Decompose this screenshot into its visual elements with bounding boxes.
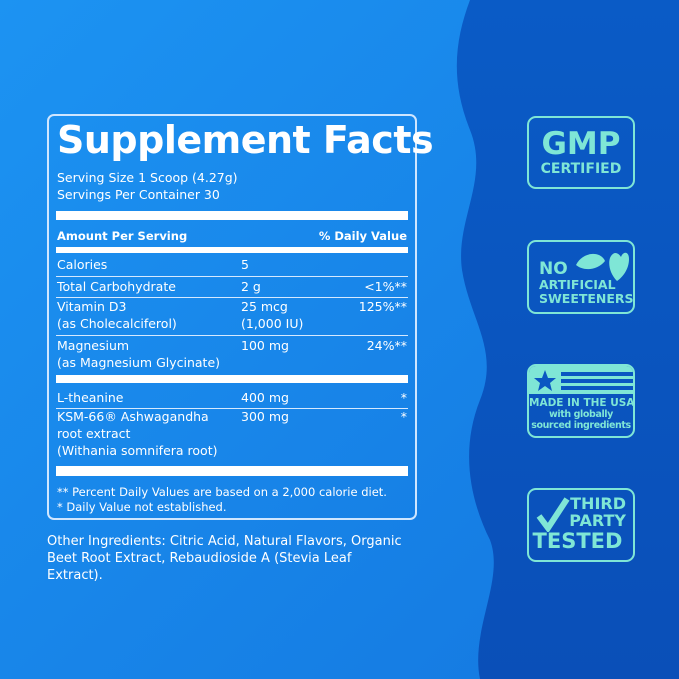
made-in-usa-badge: MADE IN THE USA with globally sourced in… [527, 364, 635, 438]
supplement-facts-panel: Supplement Facts Serving Size 1 Scoop (4… [47, 114, 434, 520]
third-text: THIRD [570, 494, 626, 513]
nutrient-amount-iu: (1,000 IU) [241, 316, 304, 331]
nutrient-dv: 125%** [358, 299, 407, 314]
nutrient-name: Magnesium [57, 338, 130, 353]
nutrient-dv: * [400, 390, 407, 405]
nutrient-name: KSM-66® Ashwagandha [57, 409, 209, 424]
servings-per-container: Servings Per Container 30 [57, 187, 220, 202]
nutrient-name: L-theanine [57, 390, 124, 405]
nutrient-name: Vitamin D3 [57, 299, 127, 314]
nutrient-source: (Withania somnifera root) [57, 443, 218, 458]
nutrient-amount: 100 mg [241, 338, 289, 353]
footnote-dv: ** Percent Daily Values are based on a 2… [57, 485, 387, 499]
table-header: Amount Per Serving % Daily Value [57, 229, 407, 243]
nutrient-amount: 400 mg [241, 390, 289, 405]
panel-title: Supplement Facts [57, 118, 434, 162]
nutrient-form: (as Magnesium Glycinate) [57, 355, 221, 370]
nutrient-name: Calories [57, 257, 108, 272]
nutrient-name: Total Carbohydrate [57, 279, 176, 294]
nutrient-dv: 24%** [366, 338, 407, 353]
divider [56, 375, 408, 383]
nutrient-amount: 5 [241, 257, 249, 272]
footnote-not-established: * Daily Value not established. [57, 500, 227, 514]
gmp-badge: GMP CERTIFIED [527, 116, 635, 189]
row-divider [56, 408, 408, 409]
leaves-icon [576, 252, 629, 281]
nutrient-form: (as Cholecalciferol) [57, 316, 177, 331]
artificial-text: ARTIFICIAL [539, 277, 616, 292]
no-artificial-sweeteners-badge: NO ARTIFICIAL SWEETENERS [527, 240, 635, 314]
nutrient-name-cont: root extract [57, 426, 131, 441]
gmp-text: GMP [541, 126, 621, 162]
other-ingredients: Other Ingredients: Citric Acid, Natural … [47, 534, 402, 583]
nutrient-dv: <1%** [364, 279, 407, 294]
checkmark-icon [536, 497, 570, 532]
divider [56, 211, 408, 220]
party-text: PARTY [569, 511, 626, 530]
flag-icon [529, 366, 633, 394]
nutrient-amount: 300 mg [241, 409, 289, 424]
sourced-text: sourced ingredients [531, 420, 631, 431]
row-divider [56, 276, 408, 277]
serving-size: Serving Size 1 Scoop (4.27g) [57, 170, 238, 185]
amount-header: Amount Per Serving [57, 229, 188, 243]
nutrient-amount: 2 g [241, 279, 261, 294]
made-in-usa-text: MADE IN THE USA [529, 397, 635, 409]
globally-text: with globally [549, 409, 613, 420]
divider [56, 247, 408, 253]
nutrient-dv: * [400, 409, 407, 424]
dv-header: % Daily Value [318, 229, 407, 243]
tested-text: TESTED [532, 529, 623, 553]
third-party-tested-badge: THIRD PARTY TESTED [527, 488, 635, 562]
no-text: NO [539, 259, 568, 279]
certified-text: CERTIFIED [540, 161, 622, 177]
row-divider [56, 335, 408, 336]
nutrient-amount: 25 mcg [241, 299, 288, 314]
sweeteners-text: SWEETENERS [539, 291, 634, 306]
divider [56, 466, 408, 476]
row-divider [56, 297, 408, 298]
